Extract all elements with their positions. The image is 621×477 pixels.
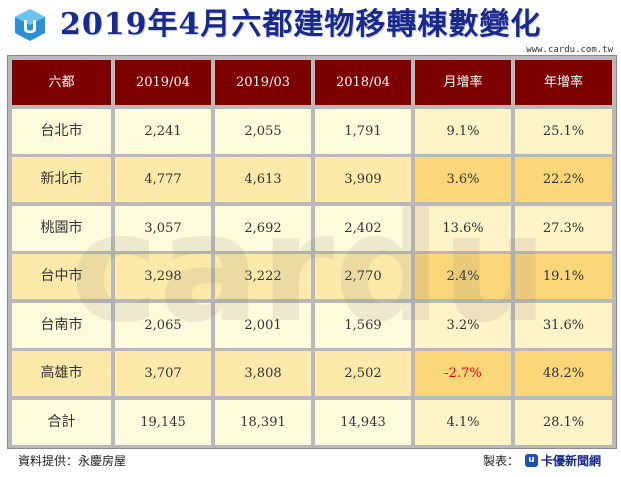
cell-yoy: 22.2% (515, 157, 612, 202)
cell-2019-03: 2,055 (215, 108, 311, 154)
cell-mom: 3.2% (415, 302, 511, 348)
cell-2019-04: 2,241 (115, 108, 211, 154)
cell-mom: 13.6% (415, 205, 511, 251)
cell-mom: 4.1% (415, 399, 511, 445)
cell-region: 高雄市 (12, 351, 111, 396)
cell-2018-04: 2,502 (315, 351, 411, 396)
cell-2018-04: 14,943 (315, 399, 411, 445)
cell-yoy: 48.2% (515, 351, 612, 396)
cell-region: 合計 (12, 399, 111, 445)
header-region: 六都 (12, 60, 111, 105)
cell-2018-04: 1,791 (315, 108, 411, 154)
cell-yoy: 25.1% (515, 108, 612, 154)
header-yoy: 年增率 (515, 60, 612, 105)
cell-mom: -2.7% (415, 351, 511, 396)
cell-2019-03: 4,613 (215, 157, 311, 202)
header-mom: 月增率 (415, 60, 511, 105)
cell-yoy: 27.3% (515, 205, 612, 251)
table-row: 新北市 4,777 4,613 3,909 3.6% 22.2% (12, 157, 612, 202)
data-table: 六都 2019/04 2019/03 2018/04 月增率 年增率 台北市 2,241 2,0… (7, 55, 617, 449)
cell-2019-04: 3,298 (115, 254, 211, 299)
cell-2019-03: 18,391 (215, 399, 311, 445)
watermark-url: www.cardu.com.tw (526, 45, 613, 55)
cell-2019-04: 3,057 (115, 205, 211, 251)
table-row: 台北市 2,241 2,055 1,791 9.1% 25.1% (12, 108, 612, 154)
table-row: 台南市 2,065 2,001 1,569 3.2% 31.6% (12, 302, 612, 348)
cell-2019-04: 2,065 (115, 302, 211, 348)
cell-region: 台中市 (12, 254, 111, 299)
cell-mom: 2.4% (415, 254, 511, 299)
header-2018-04: 2018/04 (315, 60, 411, 105)
title-bar: 2019年4月六都建物移轉棟數變化 (0, 0, 621, 50)
cell-2019-03: 2,692 (215, 205, 311, 251)
cell-region: 台北市 (12, 108, 111, 154)
cell-2018-04: 2,770 (315, 254, 411, 299)
table-row: 台中市 3,298 3,222 2,770 2.4% 19.1% (12, 254, 612, 299)
table-row: 合計 19,145 18,391 14,943 4.1% 28.1% (12, 399, 612, 445)
cell-yoy: 31.6% (515, 302, 612, 348)
header-2019-04: 2019/04 (115, 60, 211, 105)
cell-region: 新北市 (12, 157, 111, 202)
source-credit: 資料提供：永慶房屋 (18, 454, 127, 468)
cardu-badge-icon: u (524, 454, 538, 467)
maker-credit: 製表： u 卡優新聞網 (483, 452, 601, 469)
maker-label: 製表： (482, 454, 519, 468)
header-2019-03: 2019/03 (215, 60, 311, 105)
table-row: 桃園市 3,057 2,692 2,402 13.6% 27.3% (12, 205, 612, 251)
cell-region: 台南市 (12, 302, 111, 348)
cell-2019-04: 4,777 (115, 157, 211, 202)
cell-mom: 3.6% (415, 157, 511, 202)
cardu-logo-icon (15, 9, 45, 41)
cell-2019-04: 3,707 (115, 351, 211, 396)
table-header-row: 六都 2019/04 2019/03 2018/04 月增率 年增率 (12, 60, 612, 105)
cell-mom: 9.1% (415, 108, 511, 154)
cell-2019-03: 3,222 (215, 254, 311, 299)
table-row: 高雄市 3,707 3,808 2,502 -2.7% 48.2% (12, 351, 612, 396)
cell-2019-04: 19,145 (115, 399, 211, 445)
cell-region: 桃園市 (12, 205, 111, 251)
cell-2018-04: 2,402 (315, 205, 411, 251)
cell-yoy: 28.1% (515, 399, 612, 445)
cell-2018-04: 1,569 (315, 302, 411, 348)
maker-brand: 卡優新聞網 (540, 454, 601, 468)
cell-2018-04: 3,909 (315, 157, 411, 202)
cell-yoy: 19.1% (515, 254, 612, 299)
cell-2019-03: 3,808 (215, 351, 311, 396)
cell-2019-03: 2,001 (215, 302, 311, 348)
page-title: 2019年4月六都建物移轉棟數變化 (60, 7, 542, 42)
